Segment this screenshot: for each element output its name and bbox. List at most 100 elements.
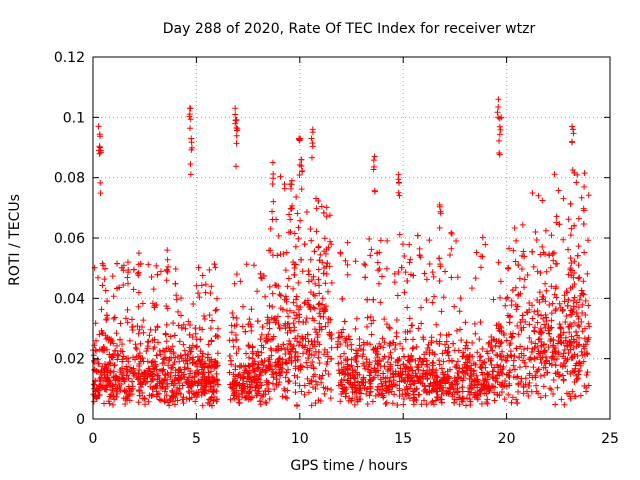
roti-point xyxy=(267,247,274,254)
roti-point xyxy=(571,393,578,400)
roti-point xyxy=(546,301,553,308)
roti-point xyxy=(191,373,198,380)
roti-point xyxy=(135,250,142,257)
roti-point xyxy=(462,345,469,352)
roti-point xyxy=(508,399,515,406)
roti-point xyxy=(272,282,279,289)
roti-point xyxy=(96,131,103,138)
roti-point xyxy=(161,355,168,362)
roti-point xyxy=(158,379,165,386)
roti-point xyxy=(567,370,574,377)
roti-point xyxy=(396,192,403,199)
roti-point xyxy=(570,297,577,304)
roti-point xyxy=(186,113,193,120)
roti-point xyxy=(93,395,100,402)
roti-point xyxy=(320,313,327,320)
roti-point xyxy=(185,374,192,381)
x-tick-label: 10 xyxy=(291,431,309,447)
roti-point xyxy=(575,275,582,282)
roti-point xyxy=(390,370,397,377)
roti-point xyxy=(366,372,373,379)
roti-point xyxy=(532,374,539,381)
roti-point xyxy=(265,316,272,323)
roti-point xyxy=(186,395,193,402)
roti-point xyxy=(199,272,206,279)
roti-point xyxy=(431,351,438,358)
roti-point xyxy=(206,266,213,273)
roti-point xyxy=(429,366,436,373)
roti-point xyxy=(212,333,219,340)
roti-point xyxy=(439,369,446,376)
roti-point xyxy=(209,317,216,324)
roti-point xyxy=(571,169,578,176)
roti-point xyxy=(207,325,214,332)
roti-point xyxy=(318,379,325,386)
roti-point xyxy=(302,335,309,342)
roti-point xyxy=(231,392,238,399)
roti-point xyxy=(448,230,455,237)
roti-point xyxy=(497,340,504,347)
roti-point xyxy=(193,393,200,400)
roti-point xyxy=(119,374,126,381)
roti-point xyxy=(199,350,206,357)
roti-point xyxy=(140,317,147,324)
roti-point xyxy=(233,140,240,147)
roti-point xyxy=(342,357,349,364)
roti-point xyxy=(407,381,414,388)
roti-point xyxy=(569,166,576,173)
roti-point xyxy=(375,372,382,379)
roti-point xyxy=(550,376,557,383)
roti-point xyxy=(553,213,560,220)
roti-point xyxy=(579,328,586,335)
roti-point xyxy=(565,216,572,223)
roti-point xyxy=(313,205,320,212)
roti-point xyxy=(173,390,180,397)
roti-point xyxy=(531,308,538,315)
roti-point xyxy=(535,192,542,199)
roti-point xyxy=(298,186,305,193)
roti-point xyxy=(301,391,308,398)
roti-point xyxy=(195,290,202,297)
roti-point xyxy=(495,103,502,110)
roti-point xyxy=(208,283,215,290)
roti-point xyxy=(239,384,246,391)
roti-point xyxy=(141,395,148,402)
roti-point xyxy=(141,401,148,408)
roti-point xyxy=(124,306,131,313)
roti-point xyxy=(454,389,461,396)
roti-point xyxy=(437,331,444,338)
roti-point xyxy=(513,396,520,403)
roti-point xyxy=(175,366,182,373)
roti-point xyxy=(321,235,328,242)
roti-point xyxy=(239,323,246,330)
roti-point xyxy=(513,345,520,352)
roti-point xyxy=(419,373,426,380)
roti-point xyxy=(213,376,220,383)
roti-point xyxy=(573,179,580,186)
roti-point xyxy=(127,368,134,375)
roti-point xyxy=(479,234,486,241)
roti-point xyxy=(94,369,101,376)
roti-point xyxy=(344,343,351,350)
roti-point xyxy=(262,293,269,300)
roti-point xyxy=(383,399,390,406)
roti-point xyxy=(304,346,311,353)
roti-point xyxy=(276,379,283,386)
roti-point xyxy=(471,320,478,327)
roti-point xyxy=(555,338,562,345)
roti-point xyxy=(569,308,576,315)
roti-point xyxy=(170,350,177,357)
roti-point xyxy=(466,384,473,391)
roti-point xyxy=(255,361,262,368)
roti-point xyxy=(300,350,306,357)
roti-point xyxy=(342,337,349,344)
roti-point xyxy=(174,353,181,360)
roti-point xyxy=(524,309,531,316)
roti-point xyxy=(576,367,583,374)
roti-point xyxy=(371,153,378,160)
roti-point xyxy=(516,364,523,371)
roti-point xyxy=(328,279,335,286)
roti-point xyxy=(309,154,316,161)
roti-point xyxy=(526,379,533,386)
roti-point xyxy=(367,385,374,392)
